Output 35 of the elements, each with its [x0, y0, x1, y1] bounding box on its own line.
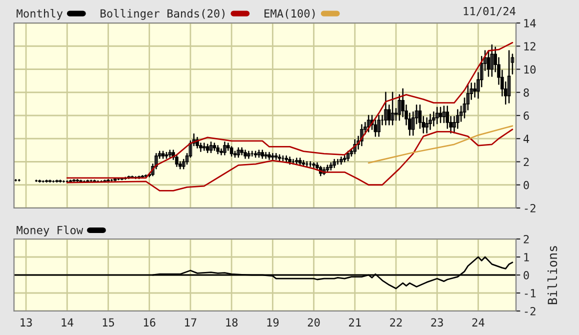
- x-tick-label: 16: [144, 318, 156, 327]
- x-tick-label: 19: [267, 318, 279, 327]
- legend-label: Money Flow: [16, 226, 84, 236]
- y-tick-label: 2: [524, 235, 529, 244]
- legend-label: EMA(100): [264, 9, 315, 19]
- x-tick-label: 14: [62, 318, 74, 326]
- legend-label: Bollinger Bands(20): [100, 8, 224, 20]
- x-tick-label: 22: [390, 318, 402, 326]
- line-series: [66, 128, 514, 192]
- x-tick-label: 18: [226, 318, 238, 327]
- line-series: [66, 42, 514, 179]
- y-tick-label: 8: [524, 88, 529, 97]
- y-tick-label: 0: [524, 180, 529, 190]
- y-tick-label: -1: [524, 289, 536, 298]
- y-tick-label: -2: [524, 204, 536, 212]
- y-tick-label: 12: [524, 42, 536, 50]
- x-tick-label: 23: [431, 318, 443, 327]
- x-tick-label: 21: [349, 318, 361, 326]
- legend-label: Monthly: [16, 8, 63, 20]
- y-tick-label: 1: [524, 253, 529, 262]
- x-tick-label: 15: [102, 318, 114, 327]
- y2-axis-title: Billions: [547, 246, 558, 304]
- y-tick-label: 4: [524, 134, 530, 143]
- x-tick-label: 17: [185, 318, 196, 326]
- y-tick-label: 6: [524, 112, 529, 120]
- y-tick-label: 14: [524, 19, 536, 28]
- y-tick-label: 10: [524, 65, 536, 74]
- text: 11/01/24: [464, 6, 516, 16]
- line-series: [368, 125, 514, 164]
- y-tick-label: 2: [524, 158, 529, 166]
- x-tick-label: 20: [308, 318, 320, 327]
- x-tick-label: 24: [472, 318, 484, 326]
- y-tick-label: 0: [524, 271, 529, 280]
- y-tick-label: -2: [524, 307, 536, 316]
- x-tick-label: 13: [20, 318, 32, 327]
